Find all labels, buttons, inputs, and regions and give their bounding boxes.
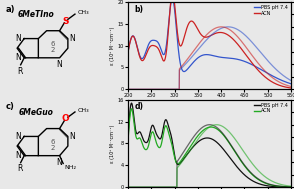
Text: R: R bbox=[17, 67, 22, 76]
Text: N: N bbox=[57, 60, 63, 69]
Legend: PBS pH 7.4, ACN: PBS pH 7.4, ACN bbox=[253, 4, 289, 16]
X-axis label: Wavelength (nm): Wavelength (nm) bbox=[186, 100, 233, 105]
Text: N: N bbox=[16, 34, 21, 43]
Text: d): d) bbox=[135, 102, 143, 111]
Text: 6MeGuo: 6MeGuo bbox=[19, 108, 54, 117]
Legend: PBS pH 7.4, ACN: PBS pH 7.4, ACN bbox=[253, 102, 289, 114]
Text: 6: 6 bbox=[51, 139, 55, 145]
Text: N: N bbox=[16, 53, 21, 62]
Text: 6MeTIno: 6MeTIno bbox=[18, 10, 54, 19]
Text: 6: 6 bbox=[51, 41, 55, 47]
Text: c): c) bbox=[5, 102, 14, 111]
Text: 2: 2 bbox=[51, 47, 55, 53]
Y-axis label: ε (10³ M⁻¹cm⁻¹): ε (10³ M⁻¹cm⁻¹) bbox=[110, 124, 115, 163]
Text: O: O bbox=[62, 115, 69, 123]
Text: R: R bbox=[17, 164, 22, 173]
Text: b): b) bbox=[135, 5, 143, 13]
Text: N: N bbox=[16, 132, 21, 141]
Text: N: N bbox=[69, 34, 75, 43]
Text: N: N bbox=[16, 151, 21, 160]
Text: N: N bbox=[57, 158, 63, 167]
Text: CH₃: CH₃ bbox=[77, 108, 89, 113]
Text: NH₂: NH₂ bbox=[64, 165, 76, 170]
Text: N: N bbox=[69, 132, 75, 141]
Text: CH₃: CH₃ bbox=[77, 10, 89, 15]
Text: 2: 2 bbox=[51, 145, 55, 151]
Y-axis label: ε (10³ M⁻¹cm⁻¹): ε (10³ M⁻¹cm⁻¹) bbox=[110, 26, 115, 65]
Text: S: S bbox=[62, 17, 69, 26]
Text: a): a) bbox=[5, 5, 15, 13]
